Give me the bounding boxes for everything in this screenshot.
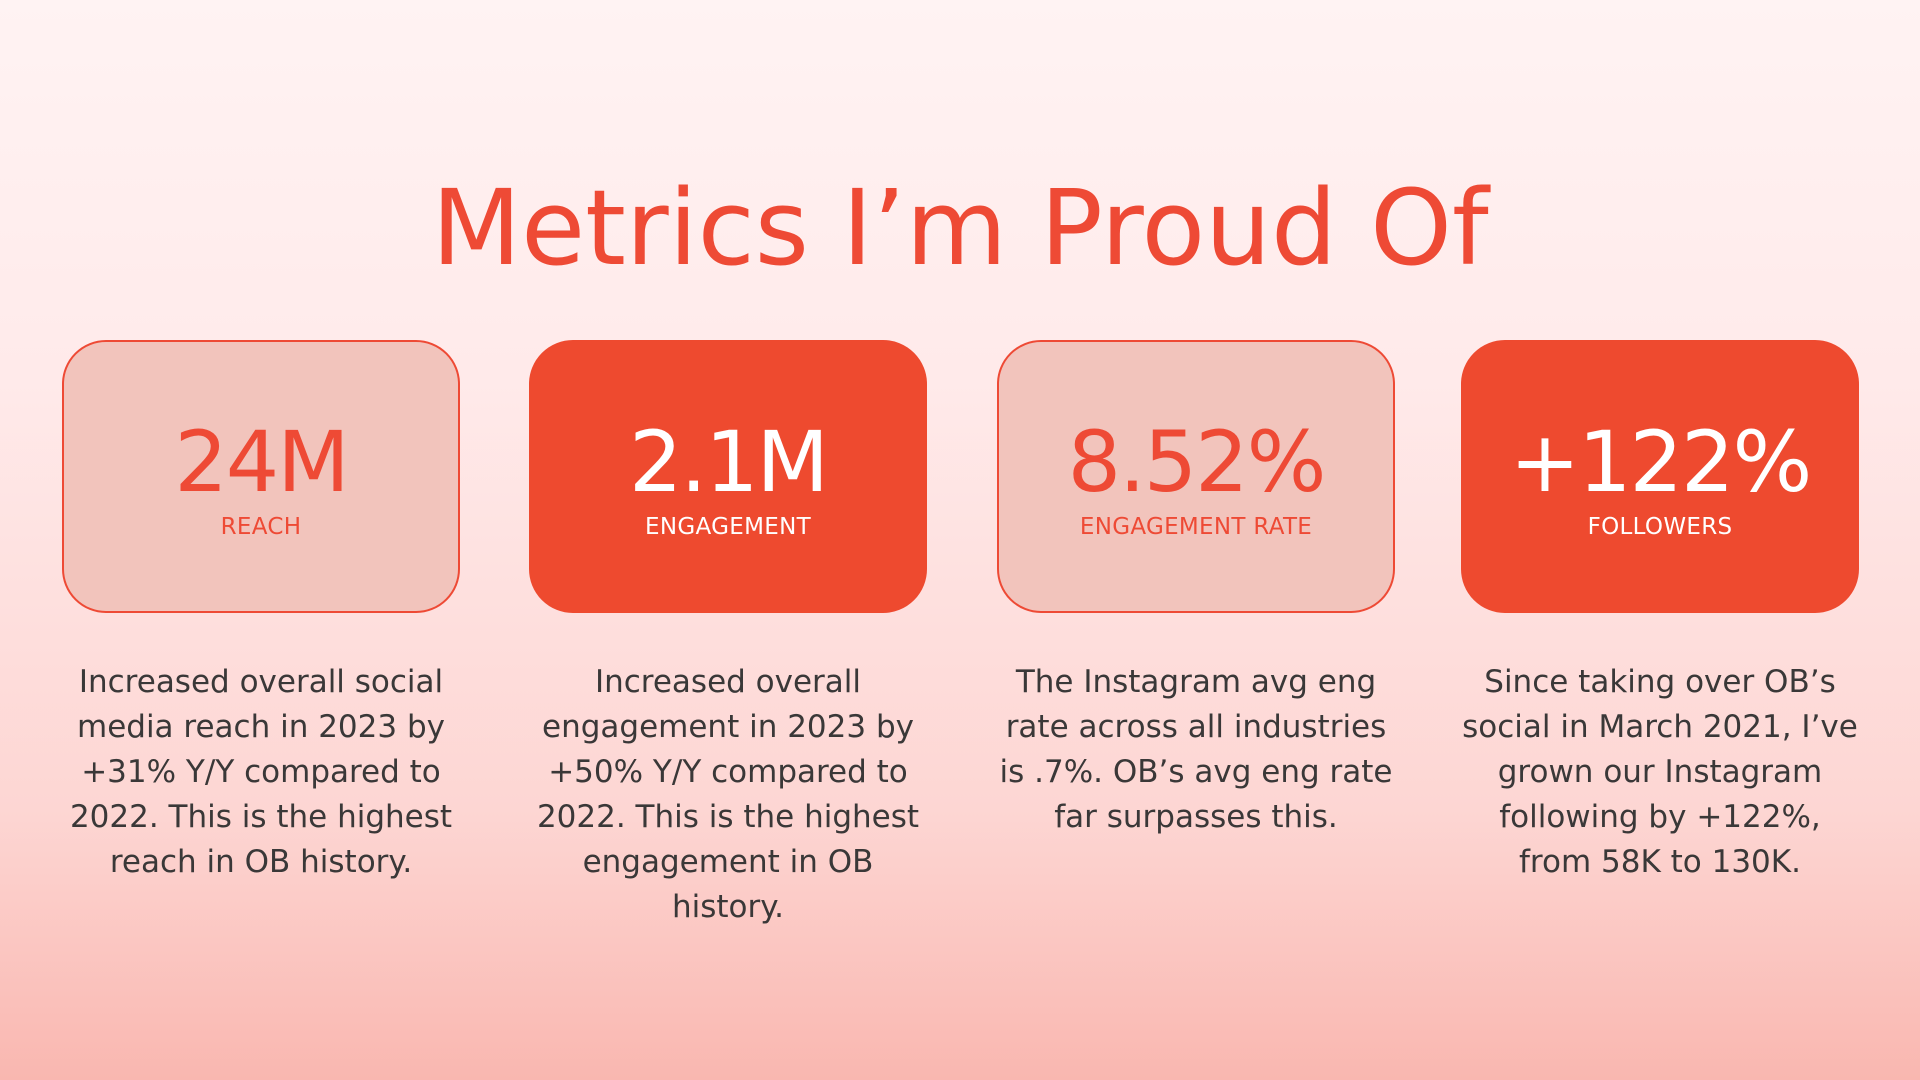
metric-card-engagement-rate: 8.52% ENGAGEMENT RATE — [997, 340, 1395, 613]
metric-value: 8.52% — [1067, 413, 1327, 511]
metric-value: 2.1M — [628, 413, 829, 511]
metric-description-followers: Since taking over OB’s social in March 2… — [1462, 664, 1858, 880]
metric-card-reach: 24M REACH — [62, 340, 460, 613]
metric-value: 24M — [174, 413, 349, 511]
metric-description-reach: Increased overall social media reach in … — [69, 664, 453, 880]
metric-label: REACH — [220, 514, 302, 540]
metric-description-engagement: Increased overall engagement in 2023 by … — [536, 664, 920, 925]
metric-card-followers: +122% FOLLOWERS — [1461, 340, 1859, 613]
metric-value: +122% — [1509, 413, 1813, 511]
page-title: Metrics I’m Proud Of — [431, 167, 1489, 289]
metric-label: ENGAGEMENT RATE — [1079, 514, 1313, 540]
metric-label: FOLLOWERS — [1587, 514, 1733, 540]
metric-label: ENGAGEMENT — [645, 514, 811, 540]
metric-description-engagement-rate: The Instagram avg eng rate across all in… — [999, 664, 1393, 835]
metric-card-engagement: 2.1M ENGAGEMENT — [529, 340, 927, 613]
